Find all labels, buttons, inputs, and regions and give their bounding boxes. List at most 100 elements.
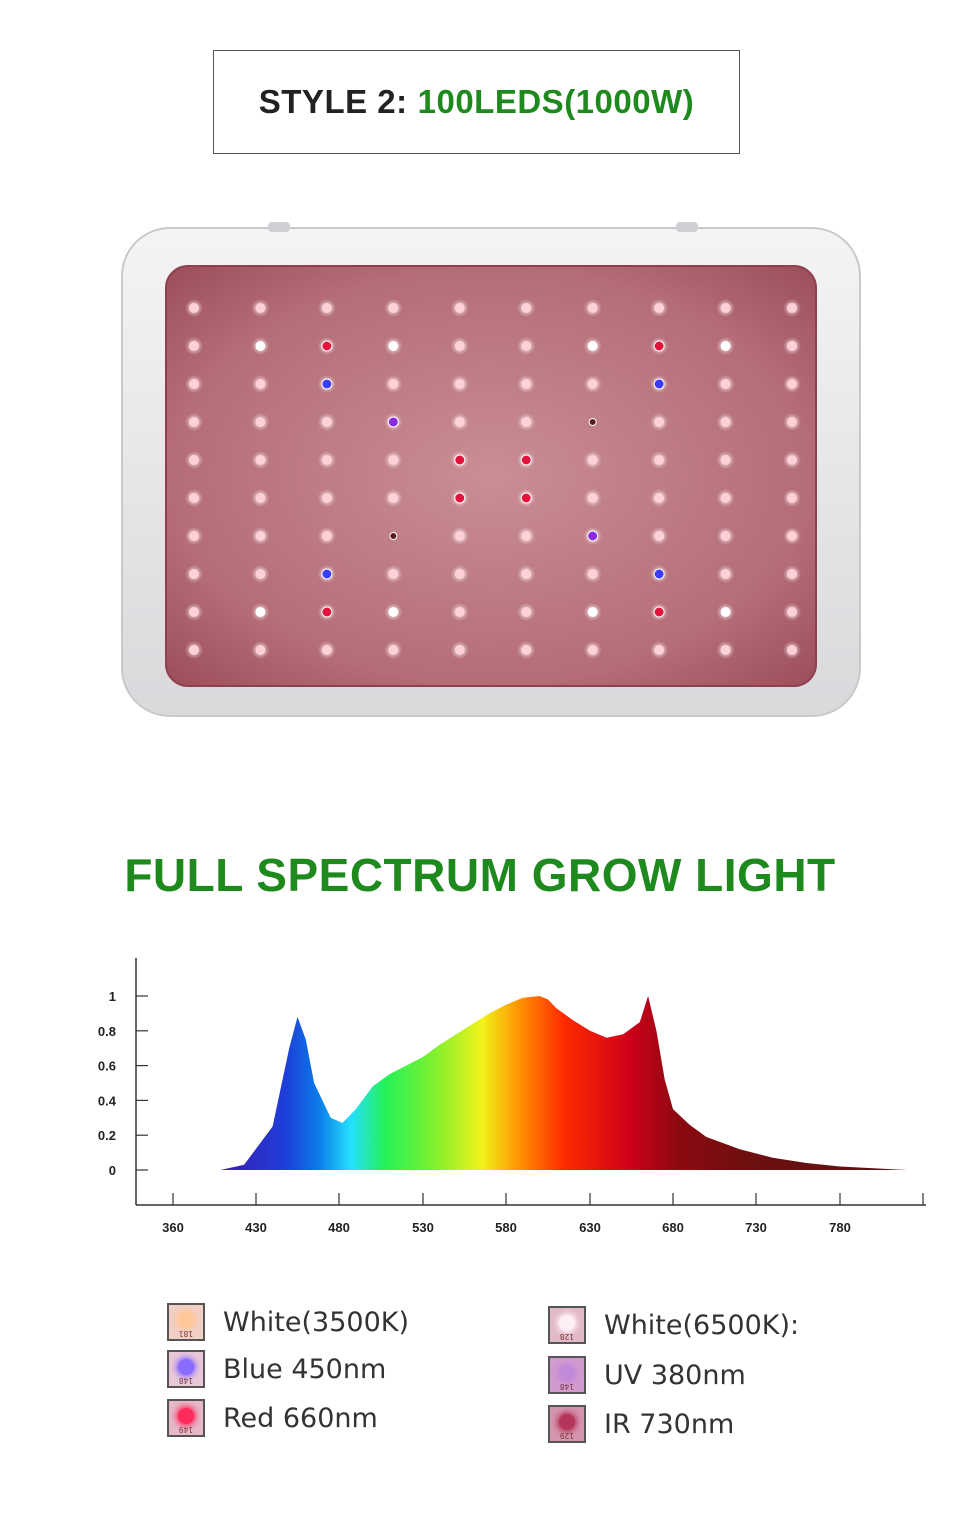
led-pink — [189, 341, 199, 351]
legend-item: 129 IR 730nm — [548, 1405, 734, 1443]
led-pink — [255, 417, 266, 427]
swatch-number: 148 — [559, 1382, 575, 1391]
led-pink — [321, 417, 332, 427]
legend-item: 148 Blue 450nm — [167, 1350, 386, 1388]
x-tick-label: 430 — [245, 1220, 267, 1235]
led-white — [720, 607, 731, 617]
led-pink — [255, 645, 266, 655]
led-pink — [388, 645, 399, 655]
grow-light-panel — [118, 220, 864, 730]
y-tick-label: 1 — [109, 989, 116, 1004]
led-pink — [388, 303, 399, 313]
led-blue — [653, 568, 665, 580]
led-pink — [720, 379, 731, 389]
led-pink — [454, 645, 465, 655]
led-red — [653, 340, 665, 352]
led-pink — [454, 417, 465, 427]
led-pink — [521, 569, 532, 579]
led-pink — [521, 645, 532, 655]
y-tick-label: 0.4 — [98, 1093, 117, 1108]
led-pink — [321, 645, 332, 655]
mounting-tab-left — [268, 222, 290, 232]
led-pink — [787, 341, 797, 351]
led-pink — [388, 569, 399, 579]
led-red — [321, 340, 333, 352]
style-title-box: STYLE 2: 100LEDS(1000W) — [213, 50, 740, 154]
legend-label: IR 730nm — [604, 1408, 735, 1440]
led-pink — [521, 607, 532, 617]
x-tick-label: 780 — [829, 1220, 851, 1235]
led-pink — [454, 531, 465, 541]
led-pink — [454, 607, 465, 617]
led-pink — [587, 379, 598, 389]
led-pink — [654, 645, 665, 655]
legend-label: Red 660nm — [223, 1402, 378, 1434]
led-red — [653, 606, 665, 618]
led-pink — [720, 303, 731, 313]
legend-item: 128 White(6500K): — [548, 1306, 799, 1344]
x-ticks: 360 430 480 530 580 630 680 730 780 — [162, 1193, 924, 1235]
led-pink — [189, 645, 199, 655]
led-pink — [587, 645, 598, 655]
led-pink — [587, 569, 598, 579]
led-dot-icon — [559, 1315, 575, 1331]
y-ticks: 0 0.2 0.4 0.6 0.8 1 — [98, 989, 148, 1178]
spectrum-area — [220, 996, 908, 1170]
legend-label: UV 380nm — [604, 1359, 746, 1391]
swatch-number: 148 — [178, 1376, 194, 1385]
swatch-number: 149 — [178, 1425, 194, 1434]
led-pink — [787, 645, 797, 655]
led-pink — [521, 417, 532, 427]
led-pink — [454, 341, 465, 351]
led-pink — [521, 379, 532, 389]
led-pink — [587, 455, 598, 465]
led-dot-icon — [178, 1312, 194, 1328]
led-pink — [654, 303, 665, 313]
led-red — [520, 492, 532, 504]
x-tick-label: 630 — [579, 1220, 601, 1235]
led-white — [255, 607, 266, 617]
y-tick-label: 0.8 — [98, 1024, 116, 1039]
led-pink — [189, 569, 199, 579]
led-pink — [454, 569, 465, 579]
legend-item: 148 UV 380nm — [548, 1356, 746, 1394]
led-pink — [388, 455, 399, 465]
led-pink — [321, 303, 332, 313]
led-red — [454, 492, 466, 504]
led-white — [255, 341, 266, 351]
led-pink — [321, 493, 332, 503]
led-pink — [654, 455, 665, 465]
led-pink — [189, 493, 199, 503]
spectrum-chart: 0 0.2 0.4 0.6 0.8 1 360 430 480 530 580 630 680 730 7… — [80, 950, 940, 1250]
mounting-tab-right — [676, 222, 698, 232]
led-pink — [255, 531, 266, 541]
led-blue — [321, 568, 333, 580]
led-pink — [521, 341, 532, 351]
led-blue — [653, 378, 665, 390]
led-pink — [255, 455, 266, 465]
led-red — [520, 454, 532, 466]
led-pink — [787, 303, 797, 313]
led-pink — [388, 379, 399, 389]
led-pink — [189, 417, 199, 427]
y-tick-label: 0 — [109, 1163, 116, 1178]
x-tick-label: 360 — [162, 1220, 184, 1235]
led-dot-icon — [559, 1414, 575, 1430]
led-pink — [321, 531, 332, 541]
led-pink — [454, 303, 465, 313]
led-pink — [189, 379, 199, 389]
led-pink — [787, 417, 797, 427]
led-pink — [587, 493, 598, 503]
led-pink — [454, 379, 465, 389]
led-pink — [720, 493, 731, 503]
x-tick-label: 530 — [412, 1220, 434, 1235]
led-white — [720, 341, 731, 351]
led-pink — [521, 303, 532, 313]
led-red — [321, 606, 333, 618]
legend-swatch: 129 — [548, 1405, 586, 1443]
led-blue — [321, 378, 333, 390]
led-pink — [388, 493, 399, 503]
legend-label: White(6500K): — [604, 1309, 800, 1341]
x-tick-label: 480 — [328, 1220, 350, 1235]
led-white — [388, 341, 399, 351]
